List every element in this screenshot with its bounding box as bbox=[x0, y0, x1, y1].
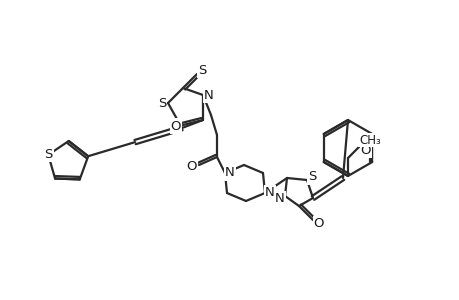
Text: N: N bbox=[274, 193, 284, 206]
Text: N: N bbox=[204, 88, 213, 101]
Text: N: N bbox=[224, 167, 235, 179]
Text: N: N bbox=[264, 187, 274, 200]
Text: S: S bbox=[197, 64, 206, 76]
Text: O: O bbox=[186, 160, 197, 173]
Text: O: O bbox=[313, 218, 324, 230]
Text: O: O bbox=[170, 119, 181, 133]
Text: CH₃: CH₃ bbox=[358, 134, 380, 146]
Text: O: O bbox=[360, 143, 370, 157]
Text: S: S bbox=[307, 170, 315, 184]
Text: S: S bbox=[44, 148, 52, 161]
Text: S: S bbox=[157, 97, 166, 110]
